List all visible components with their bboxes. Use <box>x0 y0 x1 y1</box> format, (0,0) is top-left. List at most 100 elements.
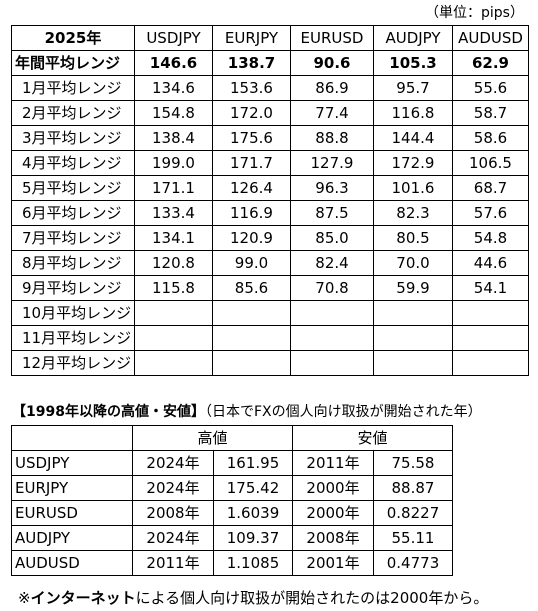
history-high-low-table: 高値 安値 USDJPY 2024年 161.95 2011年 75.58 EURJPY 2… <box>11 425 453 576</box>
column-header: EURUSD <box>290 25 374 51</box>
cell-value <box>290 325 374 351</box>
column-header: USDJPY <box>134 25 213 51</box>
low-value: 75.58 <box>373 450 453 476</box>
footnote-bold: インターネット <box>30 589 136 607</box>
high-year: 2024年 <box>132 525 214 551</box>
high-year: 2024年 <box>132 475 214 501</box>
month-row: 3月平均レンジ 138.4 175.6 88.8 144.4 58.6 <box>11 125 529 151</box>
cell-value: 82.4 <box>290 250 374 276</box>
cell-value: 172.0 <box>212 100 291 126</box>
row-label: 1月平均レンジ <box>11 75 135 101</box>
row-label: 8月平均レンジ <box>11 250 135 276</box>
cell-value <box>373 300 453 326</box>
low-value: 55.11 <box>373 525 453 551</box>
cell-value <box>373 325 453 351</box>
pair-label: AUDJPY <box>11 525 133 551</box>
cell-value: 138.7 <box>212 50 291 76</box>
cell-value <box>373 350 453 376</box>
month-row: 12月平均レンジ <box>11 350 529 376</box>
history-row: EURJPY 2024年 175.42 2000年 88.87 <box>11 475 453 501</box>
history-header-row: 高値 安値 <box>11 425 453 451</box>
history-row: EURUSD 2008年 1.6039 2000年 0.8227 <box>11 500 453 526</box>
cell-value: 54.1 <box>452 275 529 301</box>
low-year: 2011年 <box>292 450 374 476</box>
pair-label: EURJPY <box>11 475 133 501</box>
pair-label: USDJPY <box>11 450 133 476</box>
year-label: 2025年 <box>11 25 135 51</box>
cell-value: 59.9 <box>373 275 453 301</box>
cell-value: 199.0 <box>134 150 213 176</box>
high-value: 175.42 <box>213 475 293 501</box>
low-year: 2000年 <box>292 475 374 501</box>
cell-value: 126.4 <box>212 175 291 201</box>
cell-value: 95.7 <box>373 75 453 101</box>
history-heading: 【1998年以降の高値・安値】（日本でFXの個人向け取扱が開始された年） <box>12 401 482 421</box>
cell-value: 172.9 <box>373 150 453 176</box>
cell-value: 105.3 <box>373 50 453 76</box>
row-label: 12月平均レンジ <box>11 350 135 376</box>
monthly-range-table: 2025年 USDJPY EURJPY EURUSD AUDJPY AUDUSD… <box>11 25 529 376</box>
cell-value <box>212 350 291 376</box>
cell-value <box>134 300 213 326</box>
high-year: 2024年 <box>132 450 214 476</box>
unit-label: （単位：pips） <box>425 5 524 21</box>
low-header: 安値 <box>292 425 453 451</box>
range-table-header-row: 2025年 USDJPY EURJPY EURUSD AUDJPY AUDUSD <box>11 25 529 51</box>
cell-value: 175.6 <box>212 125 291 151</box>
cell-value: 70.0 <box>373 250 453 276</box>
cell-value <box>290 300 374 326</box>
high-header: 高値 <box>132 425 293 451</box>
high-value: 1.1085 <box>213 550 293 576</box>
cell-value: 87.5 <box>290 200 374 226</box>
cell-value: 44.6 <box>452 250 529 276</box>
cell-value: 70.8 <box>290 275 374 301</box>
history-heading-title: 【1998年以降の高値・安値】 <box>12 404 205 420</box>
cell-value: 134.6 <box>134 75 213 101</box>
cell-value: 120.9 <box>212 225 291 251</box>
cell-value: 54.8 <box>452 225 529 251</box>
history-heading-note: （日本でFXの個人向け取扱が開始された年） <box>204 404 482 420</box>
footnote-prefix: ※ <box>18 589 31 607</box>
cell-value: 96.3 <box>290 175 374 201</box>
month-row: 9月平均レンジ 115.8 85.6 70.8 59.9 54.1 <box>11 275 529 301</box>
cell-value <box>452 325 529 351</box>
low-year: 2008年 <box>292 525 374 551</box>
low-year: 2001年 <box>292 550 374 576</box>
footnote-text: による個人向け取扱が開始されたのは2000年から。 <box>135 589 489 607</box>
cell-value: 55.6 <box>452 75 529 101</box>
cell-value: 58.7 <box>452 100 529 126</box>
cell-value <box>452 350 529 376</box>
row-label: 11月平均レンジ <box>11 325 135 351</box>
cell-value: 127.9 <box>290 150 374 176</box>
low-value: 0.8227 <box>373 500 453 526</box>
month-row: 7月平均レンジ 134.1 120.9 85.0 80.5 54.8 <box>11 225 529 251</box>
cell-value: 116.9 <box>212 200 291 226</box>
month-row: 4月平均レンジ 199.0 171.7 127.9 172.9 106.5 <box>11 150 529 176</box>
column-header: EURJPY <box>212 25 291 51</box>
cell-value: 86.9 <box>290 75 374 101</box>
low-value: 0.4773 <box>373 550 453 576</box>
column-header: AUDJPY <box>373 25 453 51</box>
row-label: 3月平均レンジ <box>11 125 135 151</box>
history-row: AUDUSD 2011年 1.1085 2001年 0.4773 <box>11 550 453 576</box>
annual-average-row: 年間平均レンジ 146.6 138.7 90.6 105.3 62.9 <box>11 50 529 76</box>
month-row: 1月平均レンジ 134.6 153.6 86.9 95.7 55.6 <box>11 75 529 101</box>
cell-value: 85.0 <box>290 225 374 251</box>
row-label: 2月平均レンジ <box>11 100 135 126</box>
cell-value: 106.5 <box>452 150 529 176</box>
high-value: 161.95 <box>213 450 293 476</box>
pair-label: AUDUSD <box>11 550 133 576</box>
cell-value: 57.6 <box>452 200 529 226</box>
history-row: USDJPY 2024年 161.95 2011年 75.58 <box>11 450 453 476</box>
cell-value: 116.8 <box>373 100 453 126</box>
column-header: AUDUSD <box>452 25 529 51</box>
cell-value: 144.4 <box>373 125 453 151</box>
cell-value: 171.1 <box>134 175 213 201</box>
cell-value <box>134 325 213 351</box>
cell-value: 68.7 <box>452 175 529 201</box>
cell-value: 101.6 <box>373 175 453 201</box>
cell-value: 120.8 <box>134 250 213 276</box>
month-row: 6月平均レンジ 133.4 116.9 87.5 82.3 57.6 <box>11 200 529 226</box>
cell-value <box>452 300 529 326</box>
cell-value: 115.8 <box>134 275 213 301</box>
